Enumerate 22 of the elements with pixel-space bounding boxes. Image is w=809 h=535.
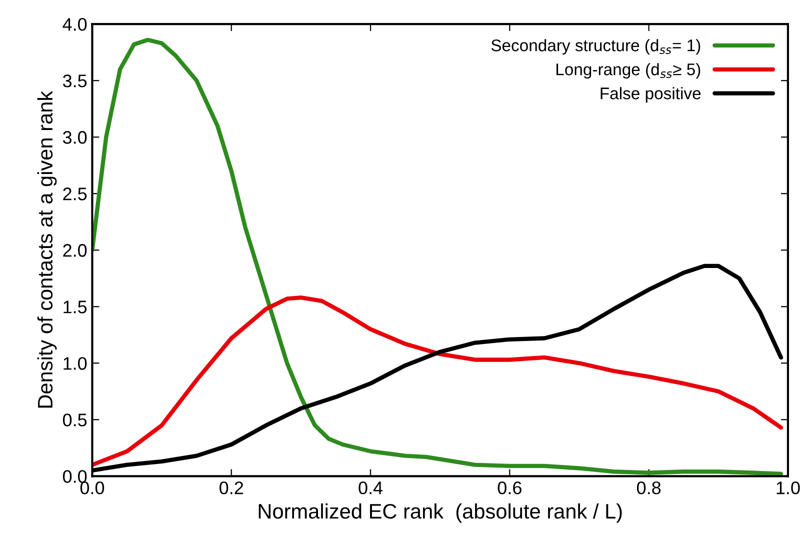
- legend-label: Secondary structure (d$_{ss}$= 1): [491, 39, 700, 55]
- x-axis-title: Normalized EC rank (absolute rank / L): [258, 503, 622, 523]
- x-tick-label: 0.6: [498, 481, 522, 494]
- x-tick-label: 0.0: [80, 481, 104, 494]
- y-tick-label: 2.5: [63, 188, 87, 200]
- legend-label: False positive: [600, 87, 701, 103]
- x-tick-label: 0.2: [220, 481, 244, 494]
- y-axis-title: Density of contacts at a given rank: [37, 90, 57, 408]
- y-tick-label: 1.0: [64, 357, 87, 370]
- y-tick-label: 1.5: [64, 300, 87, 314]
- x-tick-label: 1.0: [776, 481, 800, 494]
- line-series: [92, 295, 784, 467]
- y-tick-label: 3.0: [62, 131, 87, 144]
- x-tick-label: 0.4: [358, 481, 383, 494]
- y-tick-label: 4.0: [62, 18, 87, 31]
- y-tick-label: 2.0: [63, 244, 87, 257]
- y-tick-label: 3.5: [62, 74, 87, 88]
- y-tick-label: 0.5: [62, 414, 87, 426]
- line-series: [92, 38, 784, 476]
- x-tick-label: 0.8: [636, 481, 661, 494]
- legend-label: Long-range (d$_{ss}$≥ 5): [556, 63, 700, 79]
- y-tick-label: 0.0: [62, 470, 87, 483]
